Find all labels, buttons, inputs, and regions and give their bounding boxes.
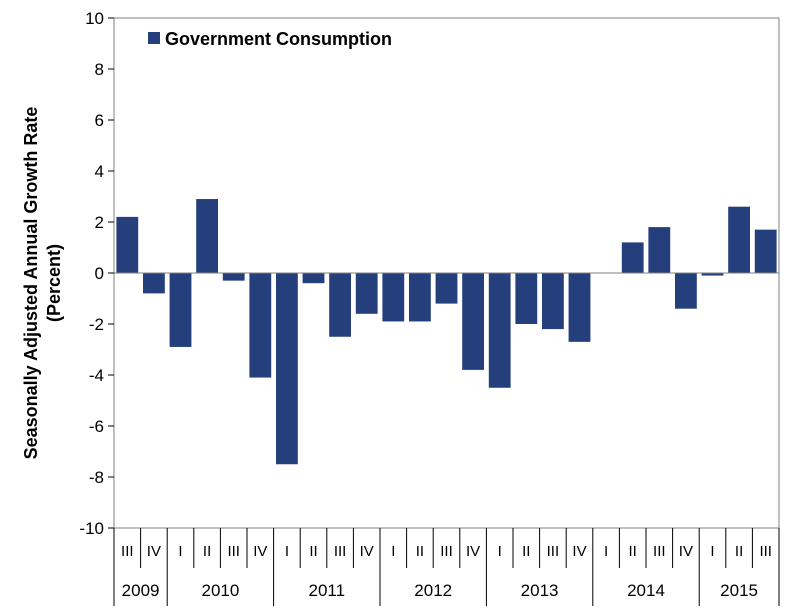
bar bbox=[249, 273, 272, 378]
y-tick-label: -8 bbox=[89, 468, 104, 487]
bar bbox=[169, 273, 192, 347]
x-tick-label: II bbox=[629, 543, 637, 560]
year-label: 2013 bbox=[521, 581, 559, 600]
x-tick-label: III bbox=[121, 543, 134, 560]
year-label: 2010 bbox=[201, 581, 239, 600]
y-axis: -10 -8 -6 -4 -2 0 2 4 6 8 10 bbox=[79, 9, 114, 538]
bar bbox=[488, 273, 511, 388]
bar bbox=[142, 273, 165, 294]
bar bbox=[302, 273, 325, 284]
year-label: 2014 bbox=[627, 581, 665, 600]
bar bbox=[275, 273, 298, 465]
x-tick-label: I bbox=[391, 543, 395, 560]
y-tick-label: 10 bbox=[85, 9, 104, 28]
y-tick-label: -6 bbox=[89, 417, 104, 436]
x-tick-label: I bbox=[285, 543, 289, 560]
y-tick-label: 6 bbox=[95, 111, 104, 130]
year-label: 2009 bbox=[122, 581, 160, 600]
bar bbox=[541, 273, 564, 330]
bar bbox=[116, 216, 139, 273]
year-label: 2012 bbox=[414, 581, 452, 600]
y-tick-label: 8 bbox=[95, 60, 104, 79]
x-tick-label: III bbox=[440, 543, 453, 560]
x-tick-label: III bbox=[653, 543, 666, 560]
bar bbox=[568, 273, 591, 342]
bar bbox=[382, 273, 405, 322]
y-tick-label: -2 bbox=[89, 315, 104, 334]
legend: Government Consumption bbox=[148, 29, 392, 49]
x-tick-label: III bbox=[547, 543, 560, 560]
x-tick-label: I bbox=[710, 543, 714, 560]
bar bbox=[435, 273, 458, 304]
y-axis-title: Seasonally Adjusted Annual Growth Rate (… bbox=[21, 107, 64, 460]
x-tick-label: I bbox=[178, 543, 182, 560]
legend-label: Government Consumption bbox=[165, 29, 392, 49]
x-tick-label: II bbox=[203, 543, 211, 560]
bar bbox=[701, 273, 724, 276]
bar bbox=[515, 273, 538, 324]
x-tick-label: IV bbox=[572, 543, 586, 560]
bar bbox=[674, 273, 697, 309]
year-label: 2011 bbox=[309, 581, 346, 600]
x-tick-label: IV bbox=[466, 543, 480, 560]
y-tick-label: -10 bbox=[79, 519, 104, 538]
y-tick-label: 0 bbox=[95, 264, 104, 283]
y-tick-label: 2 bbox=[95, 213, 104, 232]
bar-series bbox=[114, 199, 779, 465]
x-tick-label: III bbox=[227, 543, 240, 560]
x-tick-label: III bbox=[759, 543, 772, 560]
x-tick-label: I bbox=[604, 543, 608, 560]
bar bbox=[462, 273, 485, 370]
x-tick-label: IV bbox=[679, 543, 693, 560]
x-tick-label: III bbox=[334, 543, 347, 560]
y-tick-label: -4 bbox=[89, 366, 104, 385]
bar bbox=[196, 199, 219, 273]
bar bbox=[728, 206, 751, 273]
bar bbox=[355, 273, 378, 314]
x-tick-label: IV bbox=[253, 543, 267, 560]
bar bbox=[621, 242, 644, 273]
x-tick-label: II bbox=[735, 543, 743, 560]
y-axis-title-line2: (Percent) bbox=[44, 244, 64, 322]
bar bbox=[648, 227, 671, 273]
x-tick-label: II bbox=[309, 543, 317, 560]
x-tick-label: IV bbox=[147, 543, 161, 560]
year-label: 2015 bbox=[720, 581, 758, 600]
x-tick-label: II bbox=[522, 543, 530, 560]
bar bbox=[329, 273, 352, 337]
x-tick-label: IV bbox=[360, 543, 374, 560]
y-axis-title-line1: Seasonally Adjusted Annual Growth Rate bbox=[21, 107, 41, 460]
bar bbox=[754, 229, 777, 273]
x-axis: III IV I II III IV I II III IV I II III IV I II III IV I II… bbox=[113, 528, 780, 606]
bar bbox=[408, 273, 431, 322]
x-tick-label: I bbox=[498, 543, 502, 560]
bar bbox=[222, 273, 245, 281]
y-tick-label: 4 bbox=[95, 162, 104, 181]
x-tick-label: II bbox=[416, 543, 424, 560]
legend-swatch bbox=[148, 32, 160, 44]
